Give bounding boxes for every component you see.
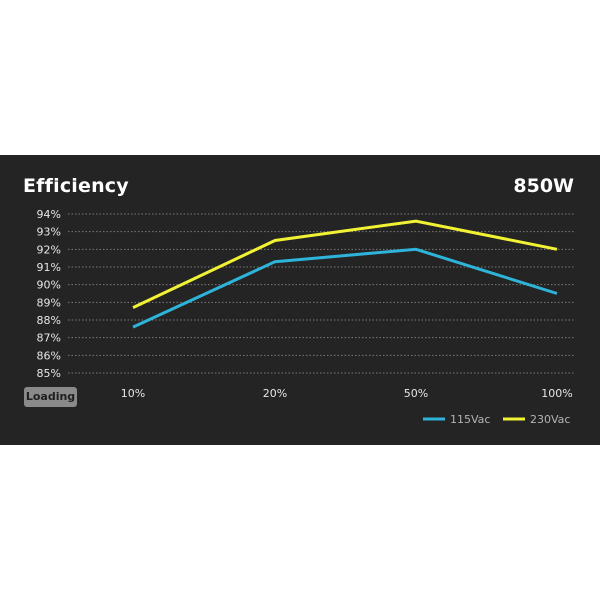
series-line-115vac — [132, 247, 558, 329]
y-tick-label: 90% — [37, 279, 61, 292]
y-tick-label: 86% — [37, 349, 61, 362]
model-label: 850W — [513, 175, 574, 197]
y-axis-labels: 94% 93% 92% 91% 90% 89% 88% 87% 86% 85% — [37, 208, 61, 380]
x-tick-label: 100% — [541, 387, 572, 400]
x-tick-label: 10% — [121, 387, 145, 400]
y-tick-label: 87% — [37, 332, 61, 345]
x-tick-label: 20% — [263, 387, 287, 400]
y-tick-label: 89% — [37, 296, 61, 309]
x-tick-label: 50% — [404, 387, 428, 400]
y-tick-label: 93% — [37, 226, 61, 239]
gridlines — [68, 213, 575, 374]
efficiency-chart: 94% 93% 92% 91% 90% 89% 88% 87% 86% 85% 10% 20% 50%… — [37, 208, 575, 426]
series-line-230vac — [132, 219, 558, 309]
y-tick-label: 92% — [37, 243, 61, 256]
y-tick-label: 91% — [37, 261, 61, 274]
legend-label: 230Vac — [530, 413, 570, 426]
y-tick-label: 94% — [37, 208, 61, 221]
efficiency-panel: Efficiency 850W 94% 93% 92% 91% 90% 89% 88% 87%… — [0, 155, 600, 445]
legend-label: 115Vac — [450, 413, 490, 426]
chart-title: Efficiency — [23, 175, 129, 197]
y-tick-label: 85% — [37, 367, 61, 380]
loading-badge: Loading — [24, 387, 77, 407]
x-axis-labels: 10% 20% 50% 100% — [121, 387, 573, 400]
series-lines — [132, 219, 558, 329]
y-tick-label: 88% — [37, 314, 61, 327]
legend: 115Vac 230Vac — [423, 413, 570, 426]
